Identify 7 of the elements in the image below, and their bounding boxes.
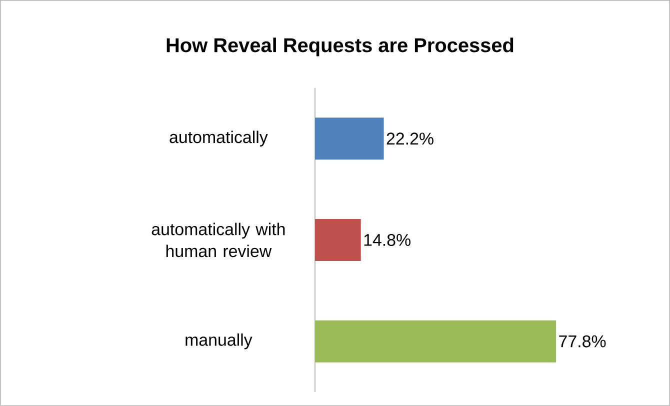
data-label: 22.2%: [386, 132, 434, 145]
y-tick-label: automatically: [170, 130, 268, 147]
data-label: 77.8%: [559, 335, 606, 348]
data-label: 14.8%: [364, 234, 410, 246]
y-tick-label: manually: [186, 333, 252, 350]
chart-title: How Reveal Requests are Processed: [166, 38, 514, 56]
y-tick-label: automatically with human review: [152, 222, 285, 258]
